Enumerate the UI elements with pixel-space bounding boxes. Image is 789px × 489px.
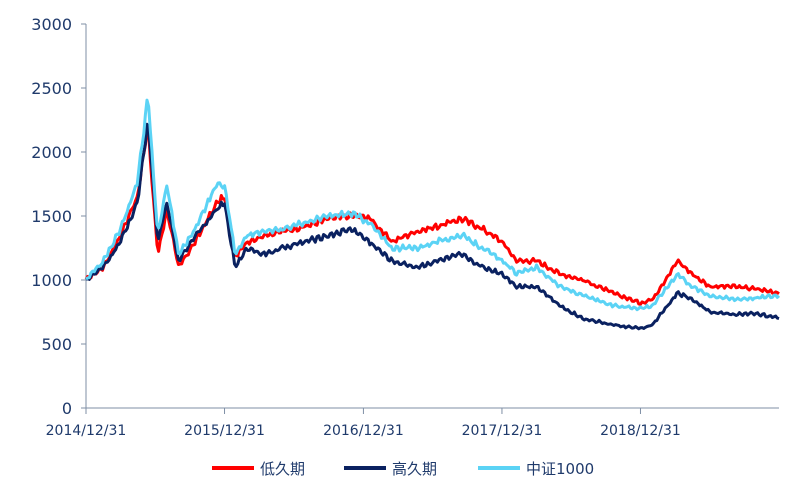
- y-axis-ticks: 0 500 1000 1500 2000 2500 3000: [31, 15, 86, 418]
- y-tick-label: 500: [41, 335, 72, 354]
- x-tick-label: 2016/12/31: [323, 423, 404, 439]
- x-axis-ticks: 2014/12/31 2015/12/31 2016/12/31 2017/12/31…: [46, 408, 681, 439]
- legend-label: 高久期: [392, 460, 437, 478]
- legend-label: 中证1000: [526, 460, 594, 478]
- y-tick-label: 2000: [31, 143, 72, 162]
- y-tick-label: 1500: [31, 207, 72, 226]
- x-tick-label: 2015/12/31: [184, 423, 265, 439]
- plot-area: [84, 98, 781, 331]
- y-tick-label: 3000: [31, 15, 72, 34]
- axes: [85, 24, 779, 409]
- series-line-2: [85, 122, 780, 331]
- y-tick-label: 0: [62, 399, 72, 418]
- legend: 低久期 高久期 中证1000: [212, 460, 594, 478]
- x-tick-label: 2017/12/31: [462, 423, 543, 439]
- x-tick-label: 2018/12/31: [600, 423, 681, 439]
- x-tick-label: 2014/12/31: [46, 423, 127, 439]
- y-tick-label: 1000: [31, 271, 72, 290]
- series-line-3: [85, 98, 781, 312]
- legend-label: 低久期: [260, 460, 305, 478]
- y-tick-label: 2500: [31, 79, 72, 98]
